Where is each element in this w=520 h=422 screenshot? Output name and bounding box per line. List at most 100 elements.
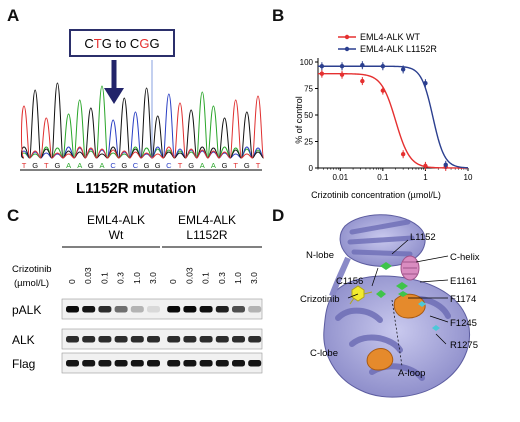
mutation-caption: L1152R mutation <box>76 180 196 197</box>
data-point <box>339 72 345 77</box>
label-c1156: C1156 <box>336 276 363 287</box>
blot-band <box>114 336 128 343</box>
sequence-base: A <box>99 161 104 170</box>
blot-band <box>130 336 144 343</box>
group1-line1: EML4-ALK <box>87 213 145 227</box>
blot-band <box>130 360 144 367</box>
orange-helix-upper <box>393 293 426 319</box>
sequence-base: G <box>155 161 161 170</box>
data-point <box>380 64 386 69</box>
x-axis-label: Crizotinib concentration (µmol/L) <box>311 190 441 200</box>
label-n-lobe: N-lobe <box>306 250 334 261</box>
sequence-base: A <box>211 161 216 170</box>
dose-label: 3.0 <box>148 272 158 284</box>
blot-band <box>66 360 79 367</box>
dose-label: 1.0 <box>233 272 243 284</box>
blot-strip <box>61 298 263 320</box>
residue-green-1 <box>380 262 392 270</box>
dose-label: 1.0 <box>132 272 142 284</box>
label-crizotinib: Crizotinib <box>300 294 340 305</box>
group2-line2: L1152R <box>186 228 227 242</box>
blot-band <box>215 306 229 313</box>
blot-band <box>167 360 181 367</box>
legend-label: EML4-ALK L1152R <box>360 44 437 54</box>
x-tick-label: 1 <box>423 173 428 182</box>
dose-label: 0.03 <box>184 267 194 284</box>
sequence-base: C <box>110 161 116 170</box>
sequence-base: G <box>121 161 127 170</box>
blot-row-label: pALK <box>12 303 41 317</box>
dose-label: 0.03 <box>83 267 93 284</box>
blot-band <box>183 336 197 343</box>
dose-label: 0 <box>67 279 77 284</box>
data-point <box>423 81 428 86</box>
legend-marker <box>344 34 350 40</box>
c-helix-turns <box>403 261 417 275</box>
y-tick-label: 75 <box>304 85 313 94</box>
residue-green-2 <box>396 282 408 297</box>
blot-band <box>114 306 128 313</box>
group1-line2: Wt <box>109 228 124 242</box>
sequence-base: T <box>22 161 27 170</box>
y-tick-label: 50 <box>304 111 313 120</box>
label-f1174: F1174 <box>450 294 476 305</box>
blot-band <box>98 306 112 313</box>
dose-label: 0 <box>168 279 178 284</box>
dose-label: 0.1 <box>201 272 211 284</box>
hinge <box>329 256 351 297</box>
sequence-base: T <box>256 161 261 170</box>
blot-band <box>199 336 213 343</box>
blot-lanes: 0 0.03 0.1 0.3 1.0 3.0 0 0.03 0.1 0.3 1.0 3.0 pALK AL… <box>12 267 263 374</box>
sequence-base: G <box>244 161 250 170</box>
blot-band <box>232 360 245 367</box>
dose-response-chart: % of control Crizotinib concentration (µ… <box>294 32 473 200</box>
c-lobe-helices <box>335 296 451 381</box>
y-tick-label: 100 <box>300 58 314 67</box>
blot-band <box>199 360 213 367</box>
blot-row-label: Flag <box>12 357 35 371</box>
sequence-base: T <box>178 161 183 170</box>
blot-band <box>66 336 79 343</box>
blot-band <box>167 306 181 313</box>
data-point <box>319 64 325 69</box>
y-axis-label: % of control <box>294 96 304 144</box>
n-lobe-strands <box>347 219 415 257</box>
dose-label: 0.3 <box>116 272 126 284</box>
blot-band <box>199 306 213 313</box>
sequence-base: G <box>222 161 228 170</box>
blot-row-label: ALK <box>12 333 35 347</box>
legend-label: EML4-ALK WT <box>360 32 421 42</box>
data-point <box>400 152 406 157</box>
data-point <box>360 78 365 84</box>
sequence-base: A <box>66 161 71 170</box>
blot-band <box>66 306 79 313</box>
blot-band <box>248 306 262 313</box>
x-tick-label: 10 <box>464 173 473 182</box>
blot-strip <box>61 328 263 350</box>
dose-label: 0.1 <box>99 272 109 284</box>
blot-band <box>147 360 160 367</box>
protein-ribbon <box>323 214 470 398</box>
legend-marker <box>344 46 350 52</box>
sequence-base: G <box>188 161 194 170</box>
data-point <box>380 88 386 93</box>
blot-band <box>82 336 96 343</box>
blot-band <box>215 336 229 343</box>
chromatogram-traces <box>20 60 265 159</box>
sequence-base: G <box>88 161 94 170</box>
dose-label: 3.0 <box>249 272 259 284</box>
blot-band <box>183 306 197 313</box>
residue-cyan <box>418 301 440 331</box>
data-point <box>360 62 365 68</box>
crizotinib-ligand <box>349 285 373 305</box>
data-point <box>423 163 428 169</box>
sequence-base: C <box>166 161 172 170</box>
data-point <box>339 64 345 69</box>
leader-lines <box>347 239 449 367</box>
panel-letter-a: A <box>7 6 20 25</box>
panel-letter-c: C <box>7 206 20 225</box>
blot-band <box>82 306 96 313</box>
label-a-loop: A-loop <box>398 368 425 379</box>
